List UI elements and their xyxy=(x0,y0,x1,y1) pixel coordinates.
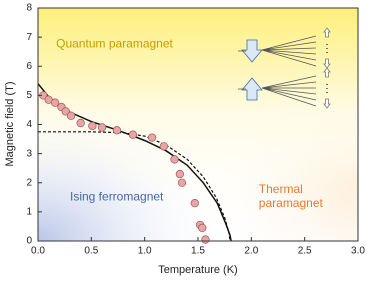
x-tick-label: 2.0 xyxy=(244,246,258,257)
x-tick-label: 2.5 xyxy=(298,246,312,257)
y-tick-label: 7 xyxy=(26,32,32,43)
x-tick-label: 0.0 xyxy=(31,246,45,257)
y-tick-label: 5 xyxy=(26,90,32,101)
y-tick-label: 0 xyxy=(26,236,32,247)
plot: Quantum paramagnet Ising ferromagnet Therm… xyxy=(37,37,324,244)
inset-diagram xyxy=(238,27,331,109)
y-tick-label: 2 xyxy=(26,177,32,188)
x-tick-label: 1.0 xyxy=(138,246,152,257)
data-point xyxy=(61,107,70,116)
x-axis-label: Temperature (K) xyxy=(158,264,237,276)
region-label: Ising ferromagnet xyxy=(70,189,164,203)
y-tick-label: 8 xyxy=(26,3,32,14)
y-tick-label: 6 xyxy=(26,61,32,72)
data-point xyxy=(97,123,107,132)
data-point xyxy=(147,133,157,142)
y-tick-label: 3 xyxy=(26,148,32,159)
x-tick-label: 3.0 xyxy=(351,246,365,257)
region-label: paramagnet xyxy=(259,196,324,210)
data-point xyxy=(190,198,199,208)
plot-background xyxy=(38,8,358,241)
data-point xyxy=(112,126,122,135)
data-point xyxy=(177,178,187,187)
data-point xyxy=(128,130,138,139)
data-point xyxy=(201,235,210,244)
data-point xyxy=(50,98,60,107)
y-axis-label: Magnetic field (T) xyxy=(4,82,16,167)
region-label: Thermal xyxy=(259,182,303,196)
data-point xyxy=(175,169,185,179)
data-point xyxy=(159,142,169,151)
y-tick-label: 1 xyxy=(26,207,32,218)
y-tick-label: 4 xyxy=(26,119,32,130)
dashed-curve xyxy=(38,131,231,242)
data-point xyxy=(66,111,76,120)
region-label: Quantum paramagnet xyxy=(56,37,173,51)
data-point xyxy=(88,121,97,131)
x-tick-label: 1.5 xyxy=(191,246,205,257)
data-point xyxy=(170,155,179,164)
data-point xyxy=(76,118,85,128)
x-tick-label: 0.5 xyxy=(84,246,98,257)
data-point xyxy=(198,223,207,233)
